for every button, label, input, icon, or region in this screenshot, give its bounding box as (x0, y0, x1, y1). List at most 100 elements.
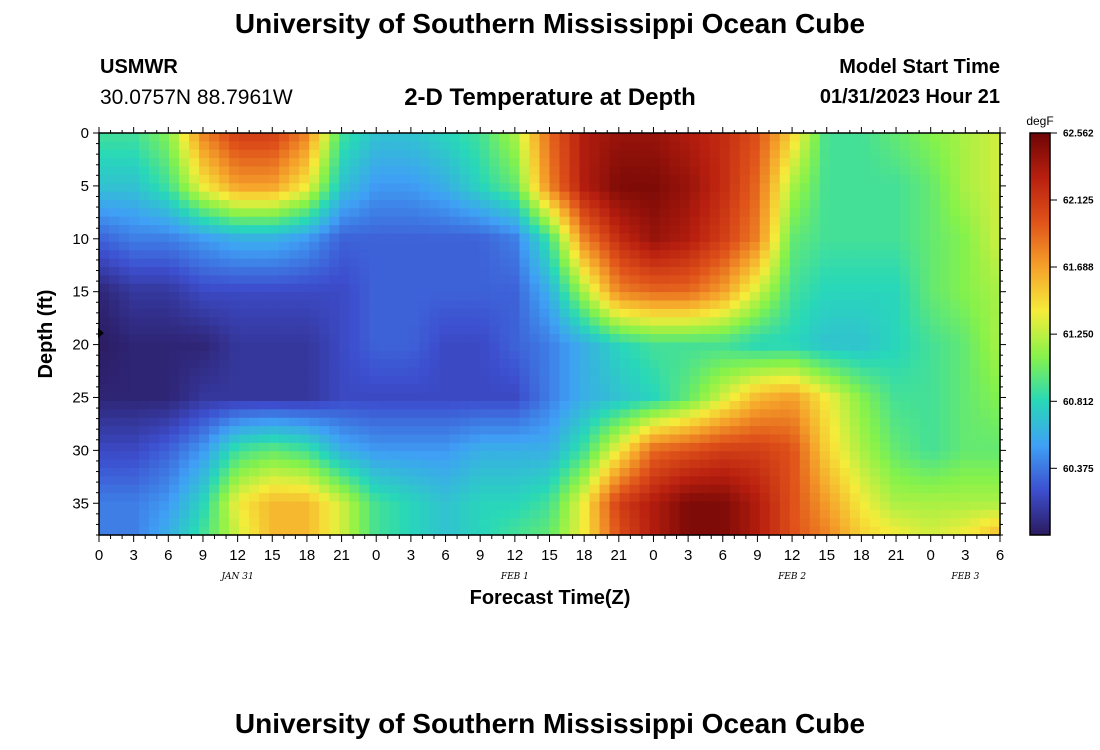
heatmap-cell (929, 174, 941, 184)
heatmap-cell (99, 267, 110, 276)
heatmap-cell (309, 241, 320, 251)
heatmap-cell (349, 292, 360, 302)
heatmap-cell (899, 225, 911, 235)
heatmap-cell (469, 409, 481, 419)
heatmap-cell (429, 325, 440, 335)
heatmap-cell (459, 476, 471, 486)
heatmap-cell (429, 392, 440, 402)
heatmap-cell (459, 325, 471, 335)
heatmap-cell (319, 166, 330, 176)
heatmap-cell (389, 350, 400, 360)
heatmap-cell (529, 174, 541, 184)
heatmap-cell (129, 208, 140, 218)
heatmap-cell (979, 166, 991, 176)
heatmap-cell (639, 484, 651, 494)
heatmap-cell (409, 149, 420, 159)
heatmap-cell (889, 174, 901, 184)
heatmap-cell (229, 216, 240, 226)
heatmap-cell (189, 359, 200, 369)
heatmap-cell (219, 292, 230, 302)
heatmap-cell (639, 275, 651, 285)
heatmap-cell (959, 442, 971, 452)
heatmap-cell (749, 200, 761, 209)
heatmap-cell (259, 434, 270, 444)
heatmap-cell (529, 225, 541, 235)
heatmap-cell (809, 342, 821, 352)
heatmap-cell (729, 191, 741, 201)
heatmap-cell (959, 292, 971, 302)
heatmap-cell (869, 141, 881, 151)
heatmap-cell (389, 317, 400, 327)
heatmap-cell (169, 258, 180, 268)
heatmap-cell (869, 434, 881, 444)
heatmap-cell (459, 451, 471, 461)
heatmap-cell (259, 250, 270, 260)
heatmap-cell (669, 141, 681, 151)
heatmap-cell (679, 451, 691, 461)
heatmap-cell (879, 325, 891, 335)
heatmap-cell (959, 216, 971, 226)
heatmap-cell (599, 518, 611, 528)
heatmap-cell (229, 401, 240, 410)
heatmap-cell (689, 283, 701, 293)
heatmap-cell (529, 459, 541, 469)
heatmap-cell (489, 350, 501, 360)
x-tick-label: 6 (996, 547, 1004, 564)
heatmap-cell (589, 216, 601, 226)
heatmap-cell (869, 392, 881, 402)
heatmap-cell (499, 133, 511, 142)
heatmap-cell (839, 392, 851, 402)
heatmap-cell (609, 275, 621, 285)
heatmap-cell (929, 409, 941, 419)
heatmap-cell (559, 250, 571, 260)
heatmap-cell (709, 275, 721, 285)
x-tick-label: 6 (441, 547, 449, 564)
heatmap-cell (319, 258, 330, 268)
heatmap-cell (789, 225, 801, 235)
heatmap-cell (599, 509, 611, 519)
heatmap-cell (359, 267, 370, 276)
heatmap-cell (679, 384, 691, 394)
heatmap-cell (389, 526, 400, 536)
heatmap-cell (149, 267, 160, 276)
heatmap-cell (599, 501, 611, 511)
heatmap-cell (419, 384, 430, 394)
heatmap-cell (329, 484, 340, 494)
heatmap-cell (549, 350, 561, 360)
heatmap-cell (339, 208, 350, 218)
heatmap-cell (599, 183, 611, 193)
heatmap-cell (879, 275, 891, 285)
heatmap-cell (249, 468, 260, 477)
heatmap-cell (849, 133, 861, 142)
heatmap-cell (329, 250, 340, 260)
heatmap-cell (409, 392, 420, 402)
heatmap-cell (439, 250, 450, 260)
heatmap-cell (959, 133, 971, 142)
heatmap-cell (239, 166, 250, 176)
heatmap-cell (849, 141, 861, 151)
heatmap-cell (889, 133, 901, 142)
heatmap-cell (979, 133, 991, 142)
heatmap-cell (179, 334, 190, 343)
heatmap-cell (429, 183, 440, 193)
heatmap-cell (719, 133, 731, 142)
heatmap-cell (889, 468, 901, 477)
heatmap-cell (199, 283, 210, 293)
heatmap-cell (959, 350, 971, 360)
heatmap-cell (199, 183, 210, 193)
heatmap-cell (619, 468, 631, 477)
heatmap-cell (489, 191, 501, 201)
heatmap-cell (689, 216, 701, 226)
heatmap-cell (449, 166, 460, 176)
heatmap-cell (189, 267, 200, 276)
heatmap-cell (239, 426, 250, 436)
heatmap-cell (149, 484, 160, 494)
heatmap-cell (279, 158, 290, 168)
heatmap-cell (799, 417, 811, 427)
heatmap-cell (239, 442, 250, 452)
heatmap-cell (369, 334, 380, 343)
heatmap-cell (119, 250, 130, 260)
heatmap-cell (649, 208, 661, 218)
heatmap-cell (699, 149, 711, 159)
heatmap-cell (669, 518, 681, 528)
